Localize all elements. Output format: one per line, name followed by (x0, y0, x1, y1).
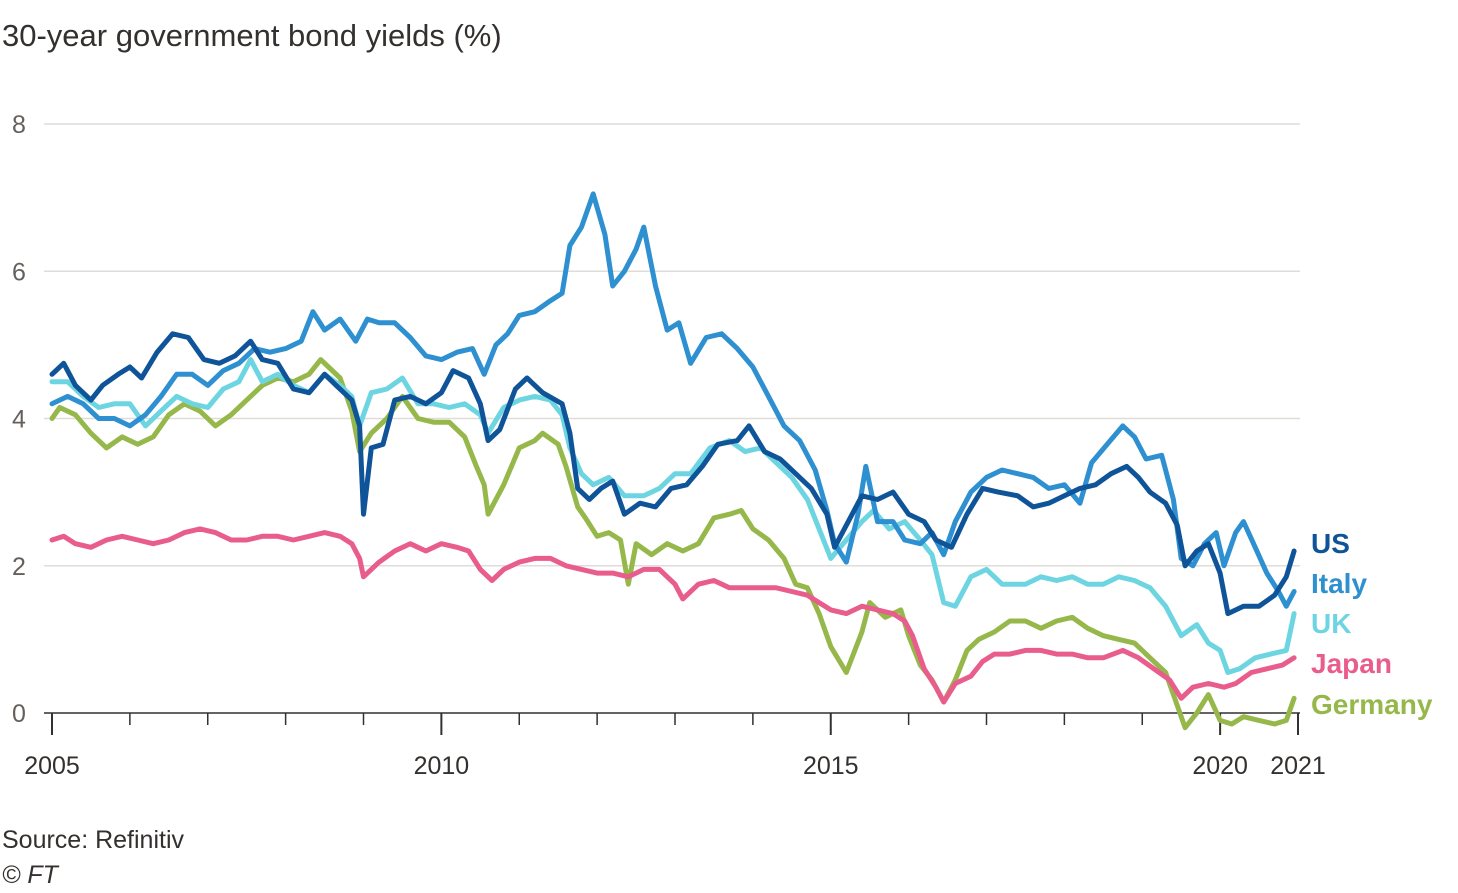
series-line-uk (49, 357, 1297, 675)
x-tick-label-2010: 2010 (414, 752, 470, 780)
y-tick-label-8: 8 (12, 111, 26, 139)
series-line-italy (49, 191, 1297, 609)
y-tick-label-0: 0 (12, 700, 26, 728)
x-tick-label-2020: 2020 (1192, 752, 1248, 780)
y-tick-label-6: 6 (12, 258, 26, 286)
source-note: Source: Refinitiv (2, 826, 185, 854)
copyright-note: © FT (2, 861, 58, 889)
series-label-italy: Italy (1311, 568, 1367, 599)
series-label-uk: UK (1311, 608, 1351, 639)
series-line-germany (49, 357, 1297, 731)
x-tick-label-2005: 2005 (24, 752, 80, 780)
y-tick-label-2: 2 (12, 553, 26, 581)
series-label-japan: Japan (1311, 648, 1392, 679)
x-tick-label-2015: 2015 (803, 752, 859, 780)
series-label-us: US (1311, 528, 1350, 559)
series-label-germany: Germany (1311, 689, 1433, 720)
series-layer (49, 191, 1297, 731)
series-line-us (49, 331, 1297, 617)
x-tick-label-2021: 2021 (1270, 752, 1326, 780)
series-line-japan (49, 526, 1297, 705)
y-tick-label-4: 4 (12, 406, 26, 434)
chart-title: 30-year government bond yields (%) (2, 18, 502, 53)
series-labels: US Italy UK Japan Germany (1311, 528, 1433, 720)
grid-layer: 0 2 4 6 8 (12, 111, 1300, 728)
x-axis: 2005 2010 2015 2020 2021 (24, 712, 1326, 780)
